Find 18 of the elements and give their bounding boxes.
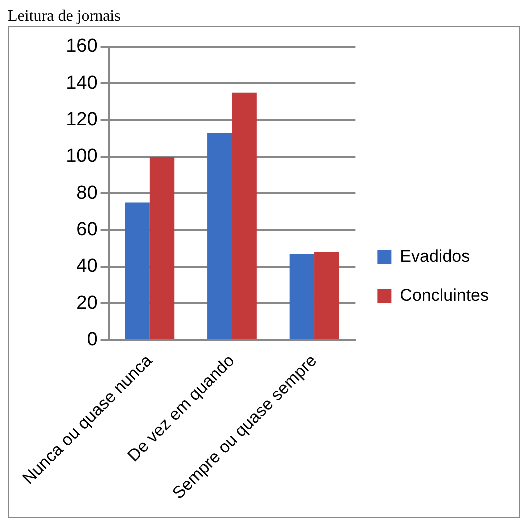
bar — [150, 156, 175, 340]
y-tick-label: 0 — [87, 329, 98, 350]
bar — [290, 254, 315, 340]
bar — [208, 133, 232, 340]
y-tick-label: 100 — [66, 146, 98, 168]
legend-label: Evadidos — [400, 247, 470, 266]
legend-label: Concluintes — [400, 286, 489, 306]
y-tick-label: 80 — [76, 182, 98, 204]
y-tick-label: 20 — [76, 292, 98, 314]
y-tick-label: 60 — [76, 220, 98, 241]
y-tick-label: 140 — [66, 72, 98, 94]
y-tick-label: 160 — [66, 36, 98, 58]
chart-title: Leitura de jornais — [8, 8, 122, 26]
y-tick-label: 40 — [76, 256, 98, 278]
bar — [314, 252, 340, 340]
bar — [125, 202, 150, 340]
y-tick-label: 120 — [66, 110, 98, 131]
bar — [232, 92, 257, 340]
